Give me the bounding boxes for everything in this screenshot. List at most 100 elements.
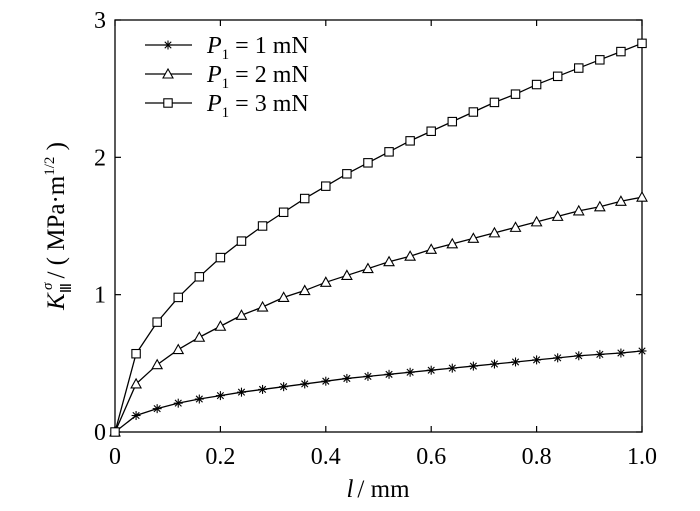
square-marker xyxy=(131,348,141,359)
square-marker xyxy=(110,427,120,437)
star-marker xyxy=(574,351,584,361)
square-marker xyxy=(384,147,394,157)
triangle-marker xyxy=(362,262,374,274)
legend-item-2: P1 = 2 mN xyxy=(145,62,309,92)
legend: P1 = 1 mN P1 = 2 mN P1 = 3 mN xyxy=(145,33,309,121)
triangle-marker xyxy=(256,300,269,312)
star-marker xyxy=(258,384,268,394)
triangle-marker xyxy=(572,204,585,216)
legend-square-marker xyxy=(163,98,173,108)
square-marker xyxy=(574,63,584,73)
triangle-marker xyxy=(425,243,438,254)
star-marker xyxy=(405,367,415,377)
y-axis-unit-sup: 1/2 xyxy=(42,157,58,176)
square-marker xyxy=(257,221,268,231)
square-marker xyxy=(236,236,247,246)
y-axis-unit-close: ) xyxy=(43,142,70,157)
x-tick-label: 0.4 xyxy=(311,444,341,470)
square-marker xyxy=(531,79,542,90)
y-axis-sub: Ⅲ xyxy=(59,283,75,293)
star-marker xyxy=(489,359,499,369)
triangle-marker xyxy=(488,226,501,238)
square-marker xyxy=(552,71,563,82)
x-axis-unit: / mm xyxy=(357,476,410,503)
triangle-marker xyxy=(193,331,206,342)
x-tick-label: 0.6 xyxy=(416,444,446,470)
star-marker xyxy=(279,382,289,392)
triangle-marker xyxy=(636,191,648,202)
star-marker xyxy=(215,391,225,401)
star-marker xyxy=(468,361,478,371)
legend-label-3: P1 = 3 mN xyxy=(206,91,309,121)
series-group xyxy=(109,38,648,437)
legend-triangle-marker xyxy=(162,67,174,79)
square-marker xyxy=(447,116,458,127)
triangle-marker xyxy=(446,237,459,249)
square-marker xyxy=(489,97,500,108)
square-marker xyxy=(152,317,162,327)
star-marker xyxy=(194,394,204,404)
triangle-marker xyxy=(530,215,543,227)
square-marker xyxy=(163,98,173,108)
star-marker xyxy=(616,348,626,358)
legend-item-3: P1 = 3 mN xyxy=(145,91,309,121)
square-marker xyxy=(299,193,310,204)
star-marker xyxy=(553,353,563,363)
square-marker xyxy=(510,89,521,99)
square-marker xyxy=(278,207,289,218)
triangle-marker xyxy=(551,210,564,221)
star-marker xyxy=(511,357,521,367)
y-tick-label: 0 xyxy=(94,420,106,446)
triangle-marker xyxy=(340,269,353,280)
series-2 xyxy=(109,191,648,437)
y-axis-var: K xyxy=(43,292,70,311)
star-marker xyxy=(426,365,436,375)
square-marker xyxy=(637,38,647,49)
y-tick-label: 1 xyxy=(94,283,106,309)
star-marker xyxy=(363,371,373,381)
x-tick-label: 1.0 xyxy=(627,444,657,470)
y-axis-title: KⅢσ / ( MPa·m1/2 ) xyxy=(40,142,75,311)
square-marker xyxy=(426,126,436,136)
x-axis-title: l / mm xyxy=(346,476,410,503)
square-marker xyxy=(342,169,352,179)
triangle-marker xyxy=(235,309,248,320)
star-marker xyxy=(300,379,310,389)
x-tick-label: 0.2 xyxy=(205,444,235,470)
triangle-marker xyxy=(162,67,174,79)
triangle-marker xyxy=(467,232,480,243)
star-marker xyxy=(342,373,352,383)
plot-frame xyxy=(114,19,643,433)
x-tick-label: 0.8 xyxy=(522,444,552,470)
star-marker xyxy=(595,349,605,359)
square-marker xyxy=(194,272,205,282)
triangle-marker xyxy=(404,250,417,261)
star-marker xyxy=(152,404,162,414)
square-marker xyxy=(616,46,626,57)
y-axis-unit-open: / ( MPa·m xyxy=(43,175,70,278)
x-axis-var: l xyxy=(346,476,353,503)
square-marker xyxy=(215,252,226,263)
square-marker xyxy=(595,55,605,65)
star-marker xyxy=(131,411,141,421)
star-marker xyxy=(532,355,542,365)
star-marker xyxy=(173,398,183,408)
triangle-marker xyxy=(277,291,290,302)
triangle-marker xyxy=(614,195,627,206)
star-marker xyxy=(384,369,394,379)
legend-item-1: P1 = 1 mN xyxy=(145,33,309,63)
square-marker xyxy=(173,292,183,303)
square-marker xyxy=(468,107,479,117)
triangle-marker xyxy=(214,320,227,331)
triangle-marker xyxy=(593,200,606,212)
tick-labels: 0 0.2 0.4 0.6 0.8 1.0 0 1 2 3 xyxy=(94,8,657,470)
triangle-marker xyxy=(151,358,164,370)
triangle-marker xyxy=(172,343,185,355)
square-marker xyxy=(405,136,415,146)
star-marker xyxy=(321,376,331,386)
y-tick-label: 3 xyxy=(94,8,106,34)
star-marker xyxy=(236,387,246,397)
legend-star-marker xyxy=(163,40,173,50)
series-3 xyxy=(110,38,647,437)
